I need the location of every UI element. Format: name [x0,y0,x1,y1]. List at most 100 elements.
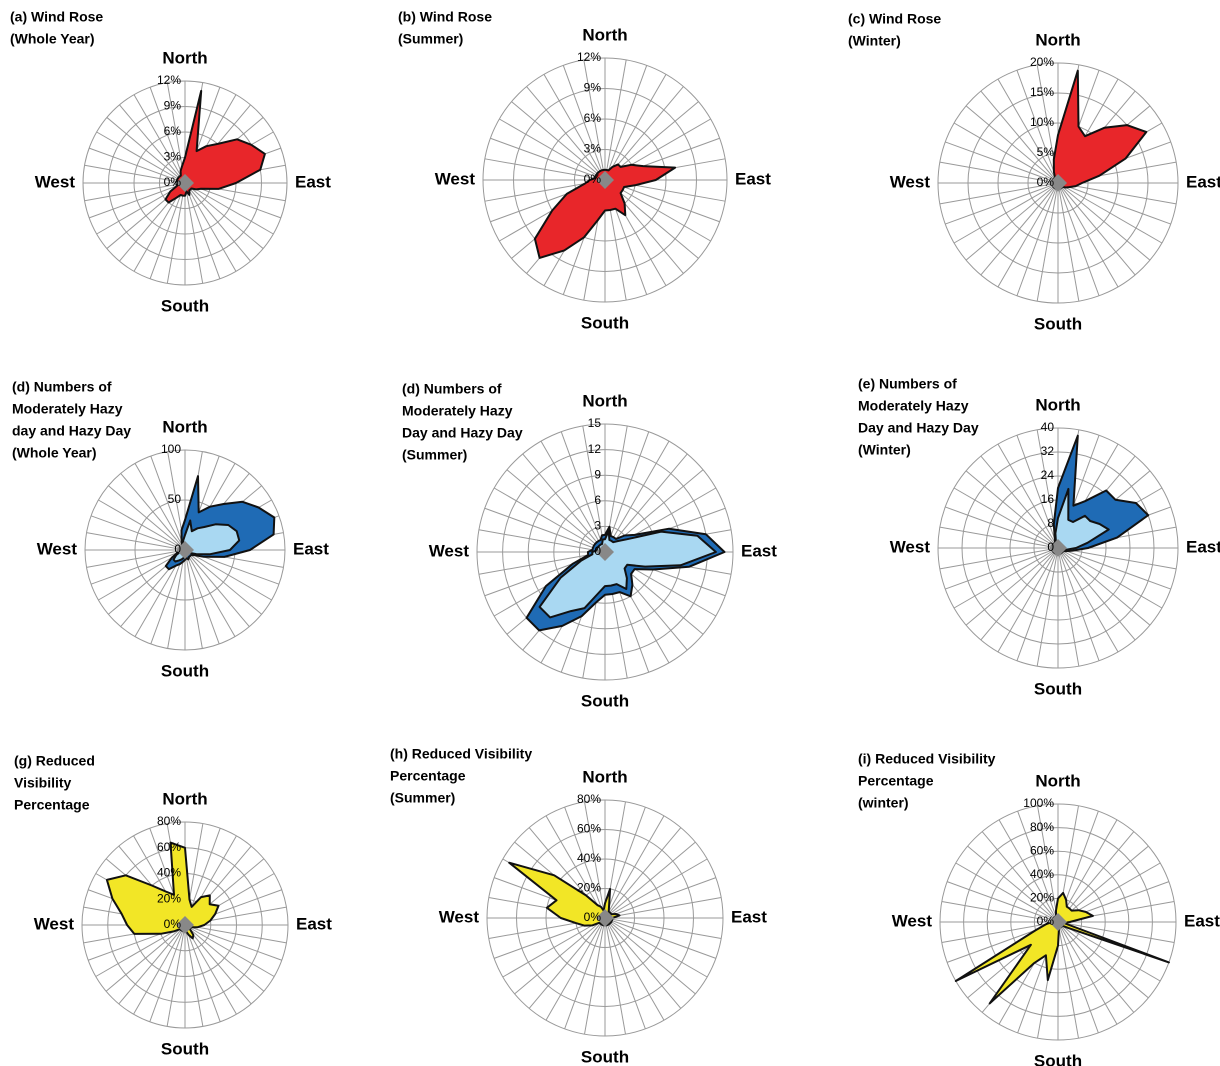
r-tick-label: 9% [164,99,182,113]
r-tick-label: 100% [1023,796,1054,810]
spoke [506,469,606,553]
direction-label: East [741,541,777,560]
spoke [514,917,606,995]
r-tick-label: 0% [164,917,182,931]
direction-label: North [582,25,627,44]
spoke [184,182,221,280]
spoke [545,917,606,1021]
spoke [184,549,236,637]
direction-label: West [34,914,75,933]
spoke [167,549,186,649]
spoke [119,104,186,184]
spoke [1016,547,1059,661]
spoke [540,440,606,553]
direction-label: South [581,691,629,710]
direction-label: West [890,172,931,191]
r-tick-label: 20% [577,881,601,895]
r-tick-label: 9% [584,81,602,95]
spoke [604,917,717,959]
spoke [184,549,262,615]
panel-title: Percentage [858,773,934,789]
r-tick-label: 3% [164,150,182,164]
direction-label: North [162,48,207,67]
r-tick-label: 50 [168,492,182,506]
direction-label: East [1186,537,1220,556]
spoke [604,65,648,181]
spoke [946,881,1059,923]
spoke [941,901,1059,923]
direction-label: East [293,539,329,558]
spoke [478,551,606,575]
r-tick-label: 8 [1047,516,1054,530]
spoke [981,831,1059,923]
spoke [1057,547,1136,641]
panel-title: (b) Wind Rose [398,9,492,25]
spoke [490,137,606,181]
spoke [564,917,606,1030]
r-tick-label: 12 [588,442,602,456]
direction-label: North [162,417,207,436]
spoke [955,862,1059,923]
spoke [84,182,186,202]
spoke [1017,810,1059,923]
centre-marker [1049,539,1067,557]
spoke [484,158,606,181]
direction-label: West [439,907,480,926]
spoke [86,549,186,568]
panel-title: Moderately Hazy [858,398,969,414]
spoke [184,924,252,1005]
spoke [965,105,1059,184]
spoke [1057,921,1118,1025]
direction-label: North [582,767,627,786]
r-tick-label: 60% [1030,843,1054,857]
r-tick-label: 0 [1047,540,1054,554]
spoke [939,182,1059,205]
spoke [86,532,186,551]
r-tick-label: 32 [1041,444,1055,458]
r-tick-label: 9 [594,467,601,481]
radar-panel: (d) Numbers of Moderately Hazy day and Haz… [12,379,329,681]
radar-panel: (g) Reduced Visibility Percentage 0% 20% 40% 6… [14,753,332,1059]
radar-panel: (c) Wind Rose (Winter) 0% 5% 10% 15% 20% North E… [848,11,1220,334]
spoke [184,924,265,992]
spoke [493,487,606,553]
spoke [1057,547,1119,653]
spoke [1057,547,1171,590]
spoke [1036,182,1059,302]
spoke [604,897,722,919]
spoke [604,917,722,939]
spoke [90,549,186,585]
spoke [133,924,186,1015]
spoke [184,182,264,249]
spoke [1057,921,1175,943]
panel-title: (Summer) [390,790,455,806]
direction-label: North [162,789,207,808]
r-tick-label: 40 [1041,420,1055,434]
spoke [478,529,606,553]
direction-label: East [296,914,332,933]
r-tick-label: 15 [588,416,602,430]
spoke [98,499,186,551]
spoke [150,549,186,645]
r-tick-label: 6% [584,111,602,125]
spoke [1057,921,1135,1013]
r-tick-label: 60% [157,840,181,854]
centre-marker [176,541,194,559]
panel-title: (a) Wind Rose [10,9,103,25]
spoke [584,801,606,919]
direction-label: South [581,1047,629,1066]
r-tick-label: 6% [164,124,182,138]
spoke [184,182,251,262]
spoke [184,924,287,944]
spoke [149,86,186,184]
direction-label: South [1034,1051,1082,1066]
spoke [604,877,717,919]
spoke [945,506,1059,549]
direction-label: West [890,537,931,556]
spoke [1057,845,1149,923]
spoke [604,815,665,919]
radar-area [164,89,266,204]
r-tick-label: 12% [157,73,181,87]
spoke [1057,547,1177,570]
